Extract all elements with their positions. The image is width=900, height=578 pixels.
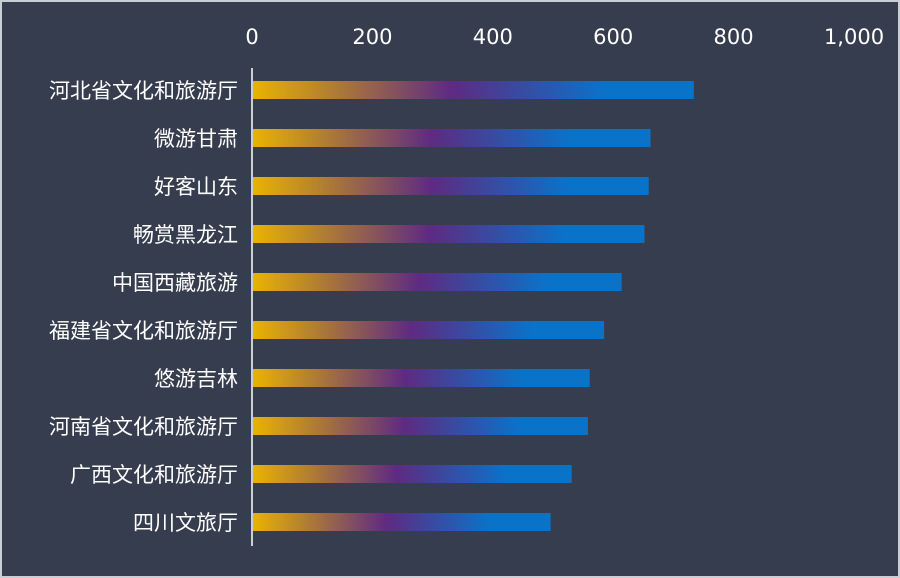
bar bbox=[253, 369, 590, 387]
x-tick-label: 400 bbox=[473, 25, 513, 49]
bar bbox=[253, 225, 645, 243]
x-tick-label: 600 bbox=[593, 25, 633, 49]
bar bbox=[253, 465, 572, 483]
bar bbox=[253, 177, 649, 195]
category-label: 微游甘肃 bbox=[154, 127, 238, 151]
category-label: 悠游吉林 bbox=[154, 367, 238, 391]
x-tick-label: 800 bbox=[714, 25, 754, 49]
category-labels: 河北省文化和旅游厅微游甘肃好客山东畅赏黑龙江中国西藏旅游福建省文化和旅游厅悠游吉… bbox=[49, 79, 238, 535]
category-label: 广西文化和旅游厅 bbox=[70, 463, 238, 487]
bar bbox=[253, 129, 651, 147]
bar bbox=[253, 273, 622, 291]
bar bbox=[253, 513, 551, 531]
x-tick-label: 200 bbox=[352, 25, 392, 49]
category-label: 河南省文化和旅游厅 bbox=[49, 415, 238, 439]
x-tick-label: 1,000 bbox=[824, 25, 884, 49]
category-label: 河北省文化和旅游厅 bbox=[49, 79, 238, 103]
category-label: 福建省文化和旅游厅 bbox=[49, 319, 238, 343]
bar bbox=[253, 417, 588, 435]
x-axis-ticks: 0 200 400 600 800 1,000 bbox=[245, 25, 884, 49]
category-label: 好客山东 bbox=[154, 175, 238, 199]
bars bbox=[253, 81, 694, 531]
x-tick-label: 0 bbox=[245, 25, 258, 49]
bar bbox=[253, 321, 605, 339]
category-label: 中国西藏旅游 bbox=[112, 271, 238, 295]
category-label: 畅赏黑龙江 bbox=[133, 223, 238, 247]
category-label: 四川文旅厅 bbox=[133, 511, 238, 535]
bar bbox=[253, 81, 694, 99]
